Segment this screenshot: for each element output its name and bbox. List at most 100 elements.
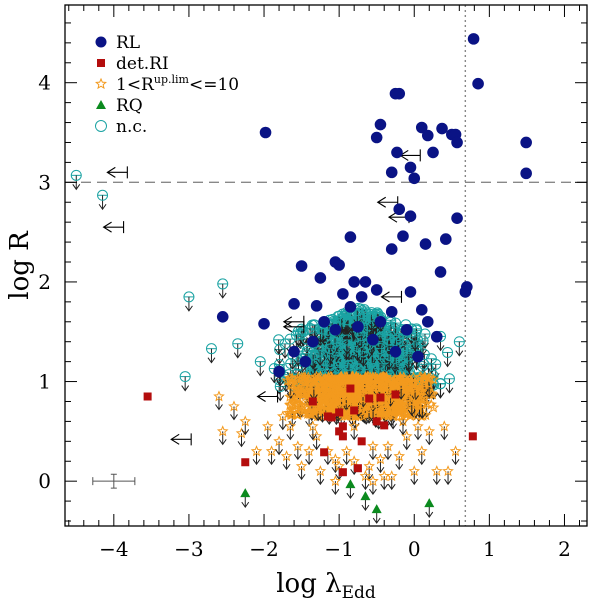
detri-point xyxy=(320,448,329,457)
upper-limit-star-point xyxy=(281,374,294,386)
upper-limit-star-point xyxy=(367,475,379,487)
upper-limit-star-point xyxy=(295,371,308,383)
upper-limit-star-point xyxy=(401,407,414,419)
upper-limit-star-point xyxy=(390,395,402,407)
upper-limit-star-point xyxy=(417,397,430,409)
upper-limit-star-point xyxy=(348,455,360,467)
nc-point xyxy=(285,358,297,370)
rq-point xyxy=(345,479,356,489)
upper-limit-star-point xyxy=(314,403,326,415)
upper-limit-arrow xyxy=(185,296,193,312)
rl-point xyxy=(288,345,300,358)
upper-limit-star-point xyxy=(397,415,409,427)
plot-frame xyxy=(64,4,588,527)
rl-point xyxy=(216,311,229,323)
rl-point xyxy=(344,301,357,313)
upper-limit-star-point xyxy=(385,470,398,482)
x-tick-label: −3 xyxy=(174,537,203,561)
rl-point xyxy=(439,233,452,245)
upper-limit-star-point xyxy=(303,445,315,457)
rl-point xyxy=(367,333,379,346)
legend-label: 1<Rup.lim<=10 xyxy=(116,73,239,95)
nc-point xyxy=(360,358,372,370)
upper-limit-arrow xyxy=(436,383,445,399)
upper-limit-star-point xyxy=(423,425,436,437)
upper-limit-arrow xyxy=(411,336,420,352)
upper-limit-arrow xyxy=(274,339,283,355)
upper-limit-star-point xyxy=(348,420,360,432)
detri-point xyxy=(346,384,355,393)
legend-label: det.RI xyxy=(116,54,169,74)
upper-limit-star-point xyxy=(449,445,462,457)
nc-point xyxy=(302,345,314,357)
upper-limit-star-point xyxy=(228,400,240,412)
nc-point xyxy=(232,338,244,350)
rl-point xyxy=(288,298,300,310)
upper-limit-arrow xyxy=(367,316,376,332)
rl-point xyxy=(348,276,360,288)
rl-point xyxy=(385,306,398,318)
rl-point xyxy=(451,136,463,149)
nc-point xyxy=(179,371,191,383)
upper-limit-arrow xyxy=(445,378,454,394)
rl-point xyxy=(451,212,463,224)
nc-point xyxy=(442,346,454,358)
upper-limit-star-point xyxy=(280,450,293,462)
rl-point xyxy=(412,350,424,363)
x-tick-label: −1 xyxy=(324,537,353,561)
y-tick-label: 4 xyxy=(38,71,51,95)
rl-point xyxy=(389,87,402,100)
upper-limit-star-point xyxy=(399,380,412,392)
rl-point xyxy=(404,210,417,222)
x-tick-label: 2 xyxy=(558,537,571,561)
upper-limit-star-point xyxy=(294,373,307,385)
upper-limit-star-point xyxy=(285,373,298,385)
upper-limit-arrow xyxy=(296,334,305,350)
detri-point xyxy=(327,413,336,422)
left-upper-limit-arrow xyxy=(256,390,279,403)
nc-point xyxy=(97,189,109,201)
upper-limit-star-point xyxy=(261,420,274,432)
upper-limit-star-point xyxy=(418,392,430,404)
nc-point xyxy=(254,356,266,368)
rl-point xyxy=(404,161,417,174)
upper-limit-star-point xyxy=(352,380,364,392)
nc-point xyxy=(425,353,437,365)
upper-limit-star-point xyxy=(330,377,343,390)
nc-point xyxy=(357,346,369,358)
nc-point xyxy=(374,358,386,370)
upper-limit-star-point xyxy=(313,375,325,387)
upper-limit-star-point xyxy=(427,401,440,413)
y-tick-label: 1 xyxy=(38,370,51,394)
left-upper-limit-arrow xyxy=(102,221,125,234)
x-axis-title: log λEdd xyxy=(276,569,376,603)
legend-label: n.c. xyxy=(116,117,147,137)
upper-limit-star-point xyxy=(367,440,379,452)
upper-limit-star-point xyxy=(384,380,396,392)
rl-point xyxy=(352,320,364,333)
upper-limit-star-point xyxy=(378,397,391,409)
nc-point xyxy=(453,336,465,348)
upper-limit-star-point xyxy=(325,370,337,382)
rq-point xyxy=(360,491,371,501)
upper-limit-star-point xyxy=(339,394,352,406)
upper-limit-star-point xyxy=(359,404,371,416)
y-axis-title: log R xyxy=(5,230,35,300)
rq-point xyxy=(424,498,435,508)
upper-limit-star-point xyxy=(239,415,252,427)
upper-limit-star-point xyxy=(416,398,429,410)
upper-limit-star-point xyxy=(412,420,424,432)
upper-limit-star-point xyxy=(378,470,391,482)
upper-limit-star-point xyxy=(406,408,418,420)
legend-marker-nc xyxy=(95,120,107,132)
detri-point xyxy=(335,427,344,436)
upper-limit-star-point xyxy=(423,378,435,390)
upper-limit-star-point xyxy=(368,381,380,393)
legend-marker-star xyxy=(95,77,107,90)
rl-point xyxy=(427,146,439,159)
upper-limit-star-point xyxy=(393,450,406,462)
upper-limit-star-point xyxy=(374,453,387,465)
rl-point xyxy=(421,129,434,142)
upper-limit-star-point xyxy=(324,392,337,404)
